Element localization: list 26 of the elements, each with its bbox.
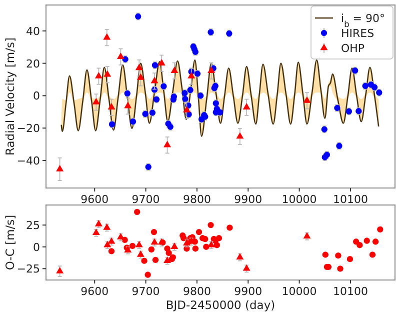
legend-label: HIRES — [341, 27, 374, 40]
x-tick-label: 9700 — [132, 285, 160, 298]
y-tick-label: 0 — [33, 90, 40, 103]
x-tick-label: 10100 — [332, 193, 368, 206]
y-tick-label: −20 — [16, 122, 40, 136]
x-tick-label: 9600 — [80, 193, 109, 206]
y-axis-title: O-C [m/s] — [3, 214, 17, 270]
y-axis-title: Radial Velocity [m/s] — [3, 38, 17, 156]
x-tick-label: 9800 — [182, 285, 211, 298]
x-tick-label: 9900 — [234, 285, 262, 298]
x-tick-label: 9800 — [182, 193, 211, 206]
x-tick-label: 9900 — [234, 193, 262, 206]
legend-label: i$_{b}$ = 90° — [341, 12, 386, 29]
x-tick-label: 9700 — [132, 193, 160, 206]
x-tick-label: 10000 — [282, 285, 317, 298]
y-tick-label: −40 — [16, 154, 40, 168]
y-tick-label: −25 — [16, 262, 40, 276]
y-tick-label: 25 — [26, 219, 40, 232]
y-tick-label: 40 — [26, 24, 40, 38]
y-tick-label: 0 — [33, 240, 40, 254]
y-tick-label: 20 — [26, 57, 40, 70]
x-tick-label: 10000 — [282, 193, 317, 206]
x-tick-label: 9600 — [80, 285, 109, 298]
x-axis-title: BJD-2450000 (day) — [166, 298, 276, 312]
legend-label: OHP — [341, 42, 365, 55]
x-tick-label: 10100 — [332, 285, 368, 298]
